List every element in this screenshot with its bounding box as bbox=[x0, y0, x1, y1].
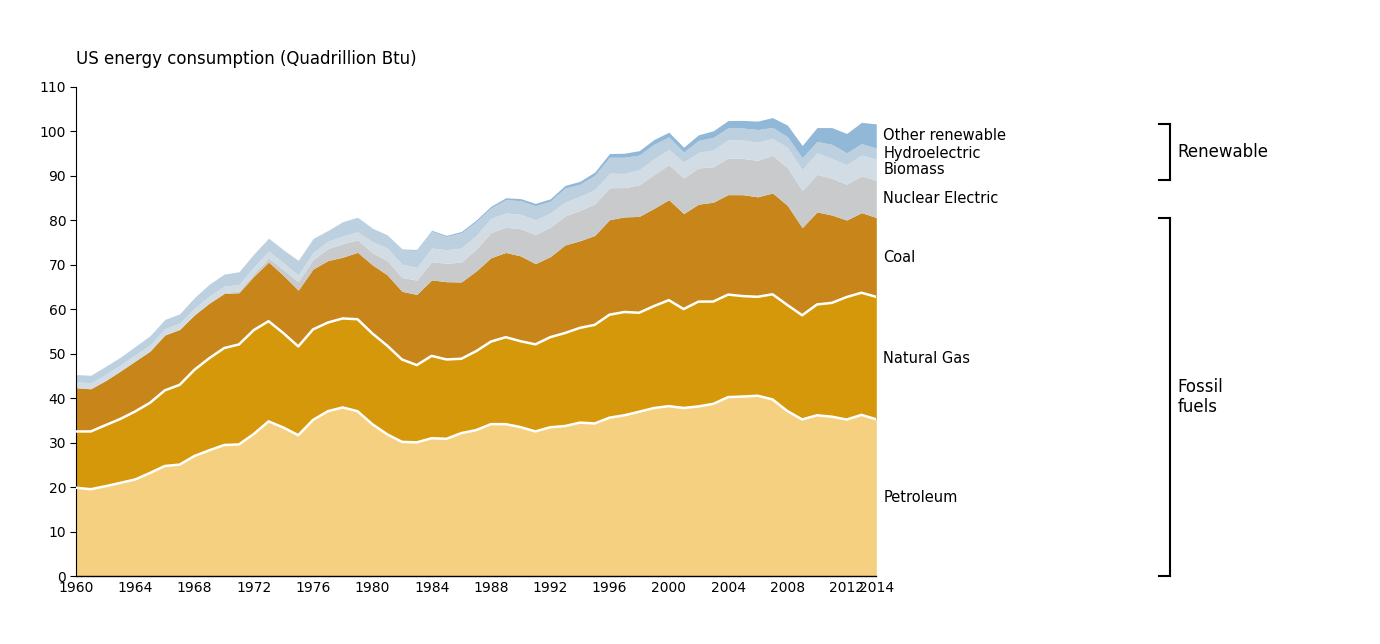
Text: Natural Gas: Natural Gas bbox=[883, 350, 970, 366]
Text: Renewable: Renewable bbox=[1177, 143, 1268, 161]
Text: Nuclear Electric: Nuclear Electric bbox=[883, 191, 999, 207]
Text: Biomass: Biomass bbox=[883, 162, 945, 177]
Text: Fossil
fuels: Fossil fuels bbox=[1177, 377, 1223, 417]
Text: Coal: Coal bbox=[883, 250, 915, 265]
Text: US energy consumption (Quadrillion Btu): US energy consumption (Quadrillion Btu) bbox=[76, 50, 417, 68]
Text: Hydroelectric: Hydroelectric bbox=[883, 146, 981, 161]
Text: Petroleum: Petroleum bbox=[883, 490, 958, 506]
Text: Other renewable: Other renewable bbox=[883, 129, 1006, 144]
